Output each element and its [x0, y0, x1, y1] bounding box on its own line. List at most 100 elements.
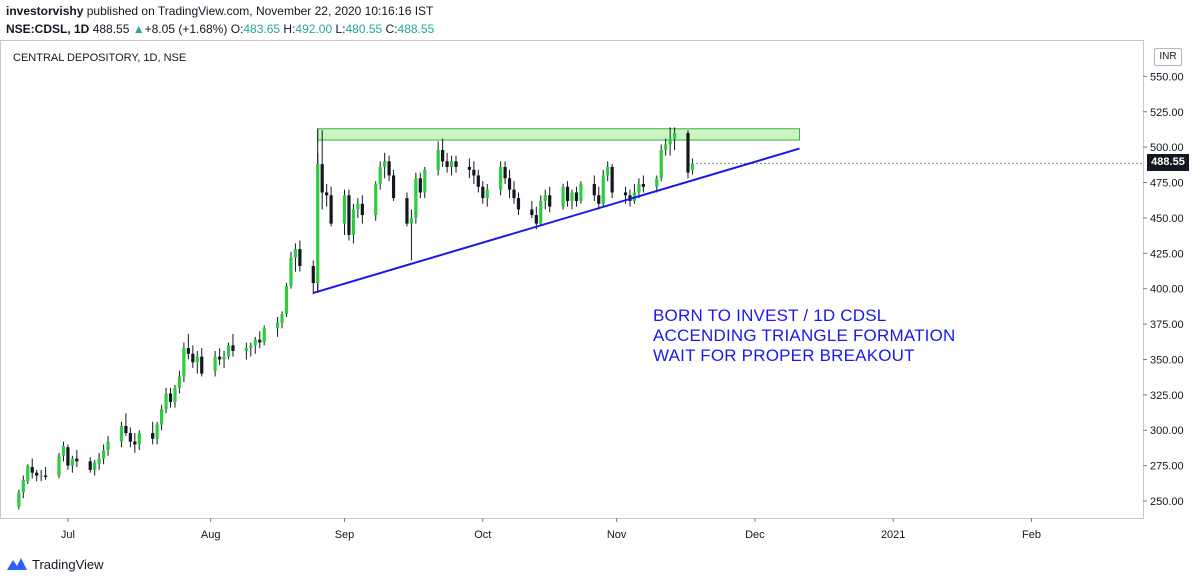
candle-down — [516, 192, 521, 216]
candle-body — [436, 149, 440, 170]
candle-body — [61, 445, 66, 456]
candle-up — [244, 342, 248, 360]
x-tick-label: 2021 — [881, 529, 905, 541]
candle-up — [70, 455, 74, 473]
candle-up — [664, 138, 668, 156]
candle-body — [151, 433, 155, 439]
price-change: +8.05 (+1.68%) — [144, 22, 228, 36]
candle-down — [231, 333, 235, 357]
low-label: L: — [335, 22, 346, 36]
candle-body — [690, 163, 695, 171]
candle-body — [579, 183, 583, 201]
candle-down — [329, 186, 333, 227]
candle-body — [485, 189, 489, 199]
candle-up — [26, 464, 30, 485]
author-name[interactable]: investorvishy — [6, 4, 84, 18]
candle-down — [565, 181, 570, 207]
candle-down — [476, 169, 480, 193]
candle-body — [168, 393, 173, 402]
candle-body — [93, 462, 97, 470]
candle-body — [543, 195, 547, 201]
candle-down — [124, 413, 128, 436]
close-value: 488.55 — [397, 22, 435, 36]
candle-down — [66, 444, 70, 470]
candle-up — [579, 181, 583, 204]
candle-body — [30, 467, 34, 473]
candle-up — [570, 189, 574, 210]
candle-down — [548, 186, 552, 213]
candle-body — [606, 166, 610, 176]
chart-header: investorvishy published on TradingView.c… — [0, 0, 1200, 40]
candle-body — [405, 198, 409, 224]
candle-body — [17, 492, 21, 507]
candle-up — [226, 342, 231, 360]
candle-up — [351, 203, 356, 244]
candle-up — [672, 127, 677, 150]
candle-up — [423, 166, 427, 199]
candle-down — [258, 331, 262, 349]
candle-body — [476, 175, 480, 187]
candle-body — [44, 475, 48, 477]
candle-down — [387, 155, 391, 182]
candle-up — [101, 444, 106, 465]
candle-body — [39, 475, 43, 477]
candle-body — [325, 192, 329, 196]
candle-body — [182, 348, 186, 377]
candle-up — [39, 469, 43, 482]
candle-body — [659, 149, 663, 179]
candle-body — [472, 169, 476, 176]
currency-badge[interactable]: INR — [1154, 48, 1182, 66]
candle-body — [320, 164, 324, 193]
ascending-trendline — [312, 147, 800, 294]
candle-down — [512, 181, 516, 204]
candle-body — [21, 479, 25, 493]
candle-down — [151, 421, 155, 445]
candle-body — [26, 465, 30, 482]
last-price: 488.55 — [92, 22, 130, 36]
candle-up — [499, 161, 503, 196]
candle-down — [610, 164, 614, 199]
resistance-zone-layer — [317, 128, 801, 293]
candle-down — [592, 175, 596, 201]
candle-body — [244, 348, 248, 351]
candlestick-series — [17, 127, 695, 510]
current-price-tag: 488.55 — [1147, 154, 1189, 172]
candle-down — [467, 158, 472, 179]
candle-body — [137, 433, 141, 445]
candle-body — [445, 161, 449, 167]
candle-body — [275, 322, 280, 329]
candle-up — [539, 195, 543, 227]
candle-up — [293, 243, 298, 272]
open-label: O: — [230, 22, 244, 36]
annotation-line-2: ACCENDING TRIANGLE FORMATION — [653, 326, 956, 345]
candle-up — [222, 350, 226, 368]
candle-body — [249, 345, 253, 349]
candle-body — [356, 203, 360, 210]
y-tick-label: 475.00 — [1150, 178, 1184, 190]
candle-body — [530, 209, 534, 216]
candle-down — [481, 181, 485, 204]
candle-body — [101, 450, 106, 459]
candle-body — [512, 189, 516, 199]
candle-body — [258, 339, 262, 343]
candle-up — [543, 189, 547, 210]
candle-up — [249, 342, 253, 357]
candle-body — [641, 183, 645, 187]
candle-body — [231, 345, 235, 351]
tradingview-logo-icon[interactable] — [6, 556, 28, 572]
candle-up — [21, 475, 25, 499]
candle-up — [342, 189, 347, 235]
candle-body — [423, 169, 427, 193]
price-chart[interactable]: CENTRAL DEPOSITORY, 1D, NSE 250.00 275.00… — [0, 0, 1200, 548]
brand-name[interactable]: TradingView — [32, 557, 104, 572]
candle-up — [659, 144, 663, 182]
candle-up — [606, 161, 610, 182]
candle-body — [159, 409, 164, 425]
candle-body — [467, 166, 472, 170]
candle-down — [200, 348, 204, 377]
high-value: 492.00 — [295, 22, 333, 36]
candle-up — [57, 452, 61, 479]
candle-up — [409, 209, 414, 261]
candle-down — [35, 469, 39, 482]
candle-down — [191, 345, 195, 368]
